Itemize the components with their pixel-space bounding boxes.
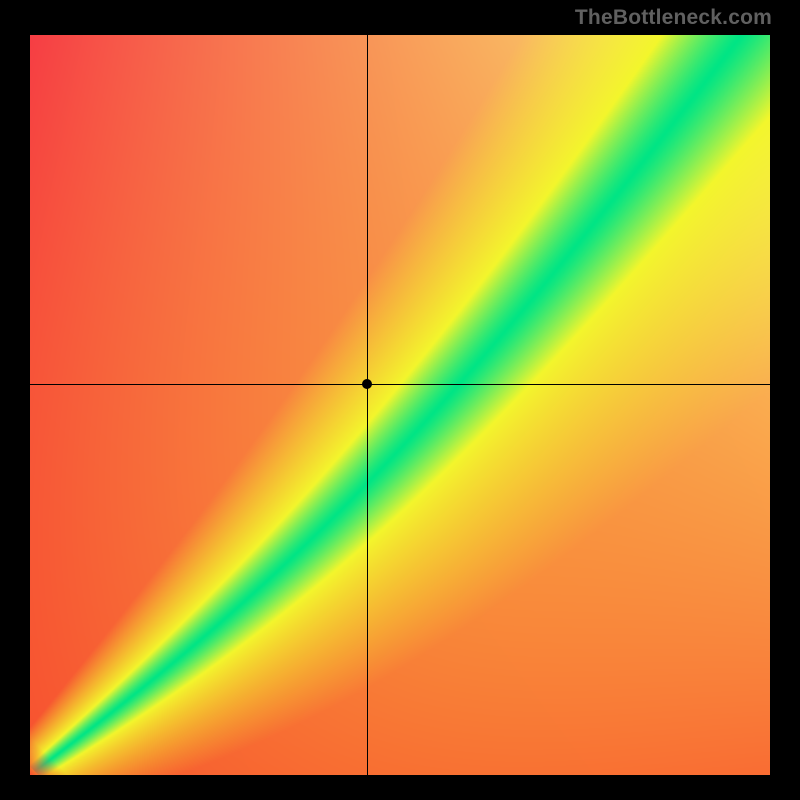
heatmap-canvas xyxy=(30,35,770,775)
heatmap-plot xyxy=(30,35,770,775)
crosshair-vertical xyxy=(367,35,368,775)
crosshair-horizontal xyxy=(30,384,770,385)
watermark-text: TheBottleneck.com xyxy=(575,6,772,30)
crosshair-marker xyxy=(362,379,372,389)
